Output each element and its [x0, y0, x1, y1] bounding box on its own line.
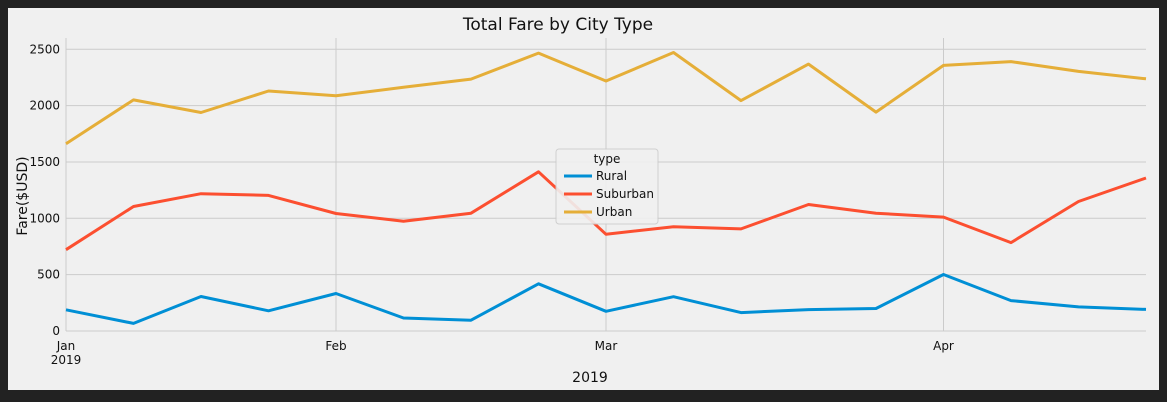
legend-label-urban: Urban — [596, 205, 632, 219]
x-tick-sublabel: 2019 — [51, 353, 82, 367]
legend-box — [555, 148, 659, 225]
legend-items: Rural Suburban Urban — [564, 169, 654, 219]
series-line-suburban — [65, 170, 1147, 251]
y-axis-ticks: 0 500 1000 1500 2000 2500 — [29, 42, 60, 338]
x-tick-label: Jan — [56, 339, 76, 353]
legend-title: type — [594, 152, 621, 166]
x-tick-label: Apr — [933, 339, 954, 353]
y-tick-label: 1000 — [29, 211, 60, 225]
legend-label-suburban: Suburban — [596, 187, 654, 201]
series-line-urban — [65, 51, 1147, 145]
series-line-rural — [65, 273, 1147, 325]
y-tick-label: 0 — [52, 324, 60, 338]
legend-label-rural: Rural — [596, 169, 627, 183]
chart-title: Total Fare by City Type — [462, 15, 653, 35]
series-lines — [65, 51, 1147, 325]
y-tick-label: 500 — [37, 268, 60, 282]
chart-figure: 0 500 1000 1500 2000 2500 Jan 2019 Feb Mar Apr To… — [8, 8, 1159, 390]
legend: type Rural Suburban Urban — [555, 148, 659, 225]
x-tick-label: Mar — [595, 339, 618, 353]
x-axis-label: 2019 — [572, 370, 608, 386]
y-tick-label: 2500 — [29, 42, 60, 56]
x-tick-label: Feb — [325, 339, 346, 353]
y-tick-label: 2000 — [29, 99, 60, 113]
y-axis-label: Fare($USD) — [15, 156, 31, 235]
y-tick-label: 1500 — [29, 155, 60, 169]
